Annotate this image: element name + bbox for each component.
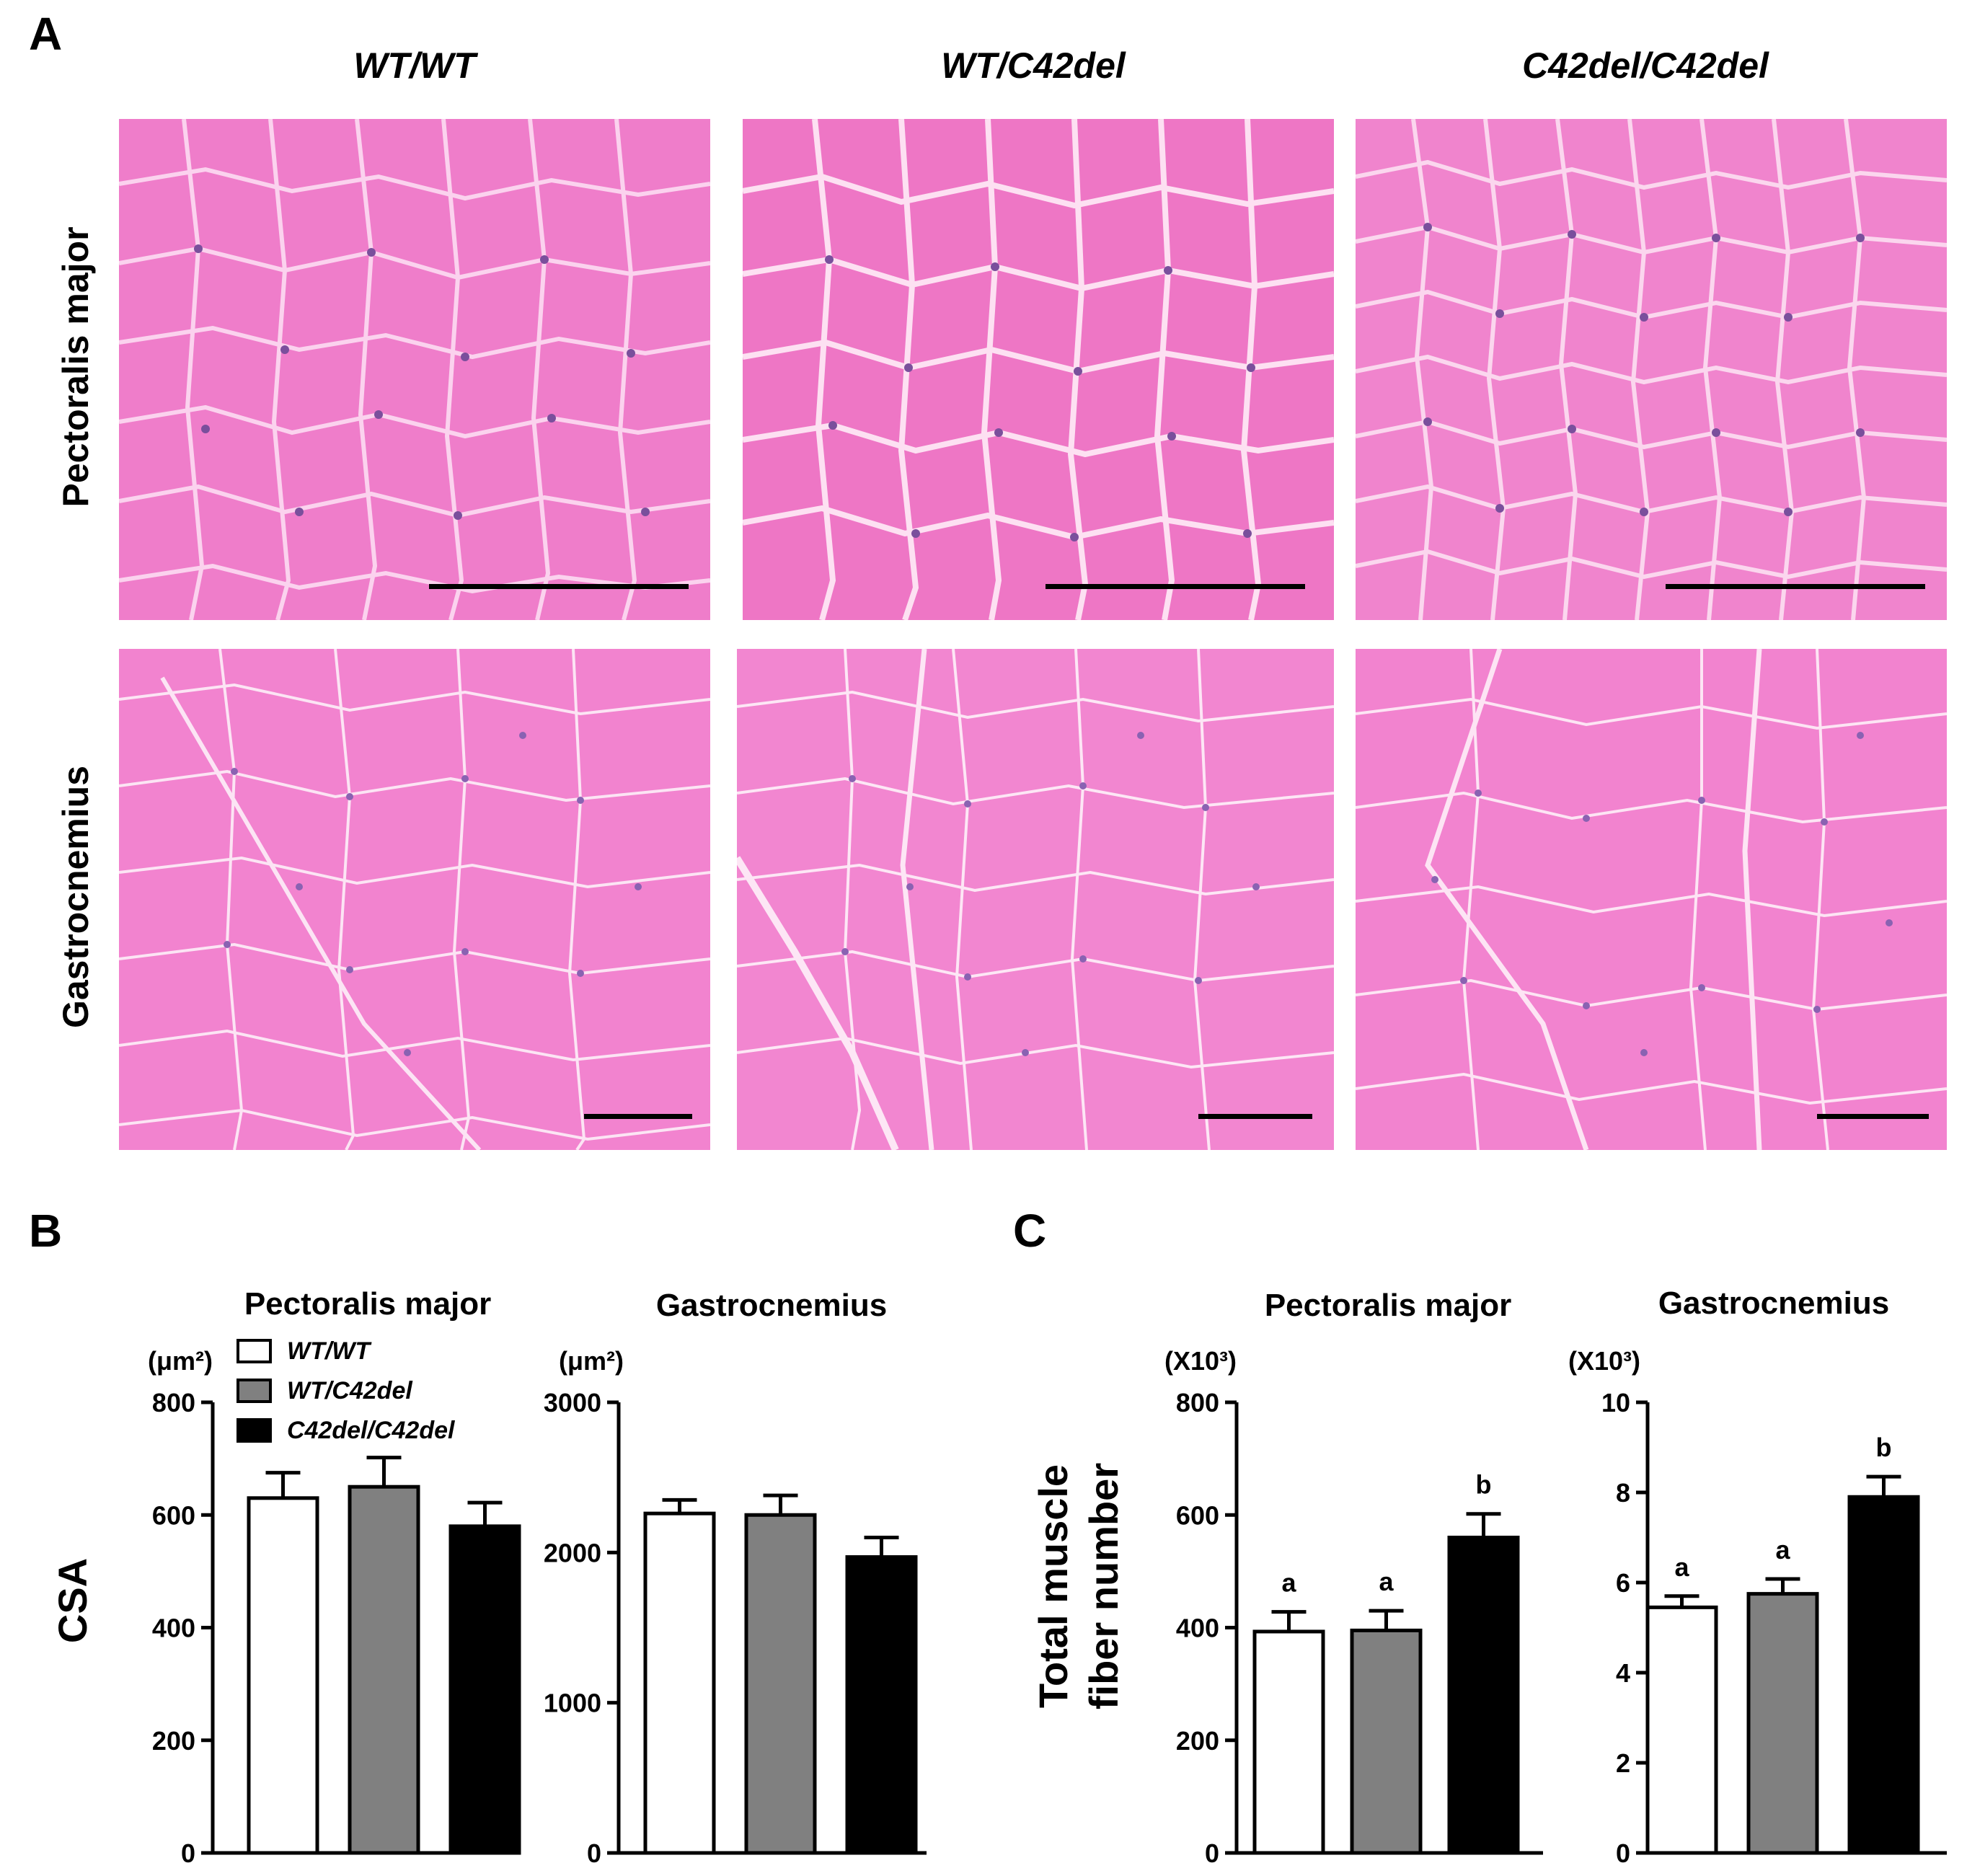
legend-label: C42del/C42del <box>287 1417 456 1444</box>
bar <box>448 1524 521 1855</box>
legend-label: WT/WT <box>287 1337 372 1365</box>
bar <box>1447 1536 1520 1855</box>
y-tick-label: 2000 <box>544 1538 601 1567</box>
bar <box>1350 1628 1423 1855</box>
axis-unit: (X10³) <box>1164 1346 1237 1376</box>
y-tick-label: 3000 <box>544 1388 601 1417</box>
legend-swatch <box>237 1379 272 1403</box>
micrograph-gastrocnemius-wt-c42del <box>737 649 1334 1150</box>
bar <box>845 1555 918 1855</box>
axis-unit: (X10³) <box>1568 1346 1640 1376</box>
micrograph-pectoralis-wt-c42del <box>743 119 1334 620</box>
y-tick-label: 0 <box>587 1839 601 1868</box>
axis-unit: (μm²) <box>148 1346 213 1376</box>
legend-swatch <box>237 1418 272 1443</box>
y-tick-label: 0 <box>181 1839 195 1868</box>
column-heading-wt-wt: WT/WT <box>353 45 476 86</box>
axis-unit: (μm²) <box>559 1346 624 1376</box>
y-tick-label: 10 <box>1601 1388 1630 1417</box>
micrograph-gastrocnemius-c42del-c42del <box>1356 649 1947 1150</box>
bar <box>1746 1592 1819 1855</box>
chart-title: Gastrocnemius <box>1658 1286 1889 1321</box>
y-tick-label: 200 <box>152 1726 195 1756</box>
bar <box>247 1496 319 1855</box>
y-tick-label: 8 <box>1616 1478 1630 1508</box>
bar <box>348 1485 420 1855</box>
micrograph-pectoralis-wt-wt <box>119 119 710 620</box>
bar <box>643 1511 716 1855</box>
y-tick-label: 0 <box>1616 1839 1630 1868</box>
y-tick-label: 400 <box>1176 1614 1219 1643</box>
y-tick-label: 6 <box>1616 1568 1630 1598</box>
significance-letter: b <box>1876 1433 1892 1462</box>
legend-label: WT/C42del <box>287 1377 413 1404</box>
bar <box>1847 1495 1920 1855</box>
column-heading-wt-c42del: WT/C42del <box>941 45 1126 86</box>
bar <box>1252 1629 1325 1855</box>
y-tick-label: 800 <box>152 1388 195 1417</box>
chart-title: Gastrocnemius <box>656 1288 887 1323</box>
y-tick-label: 600 <box>1176 1500 1219 1530</box>
y-tick-label: 600 <box>152 1500 195 1530</box>
panel-label-b: B <box>29 1205 63 1257</box>
micrograph-gastrocnemius-wt-wt <box>119 649 710 1150</box>
legend-swatch <box>237 1339 272 1363</box>
significance-letter: a <box>1775 1535 1790 1565</box>
panel-label-a: A <box>29 8 63 60</box>
column-heading-c42del-c42del: C42del/C42del <box>1522 45 1769 86</box>
significance-letter: a <box>1281 1568 1296 1598</box>
y-tick-label: 2 <box>1616 1748 1630 1778</box>
bar <box>744 1513 817 1855</box>
chart-title: Pectoralis major <box>1265 1288 1511 1323</box>
bar <box>1645 1605 1718 1855</box>
y-tick-label: 800 <box>1176 1388 1219 1417</box>
y-tick-label: 400 <box>152 1614 195 1643</box>
significance-letter: b <box>1476 1470 1492 1500</box>
y-tick-label: 1000 <box>544 1689 601 1718</box>
micrograph-pectoralis-c42del-c42del <box>1356 119 1947 620</box>
panel-label-c: C <box>1013 1205 1047 1257</box>
significance-letter: a <box>1379 1567 1394 1596</box>
significance-letter: a <box>1674 1552 1689 1582</box>
chart-title: Pectoralis major <box>244 1286 491 1322</box>
y-tick-label: 200 <box>1176 1726 1219 1756</box>
y-tick-label: 0 <box>1205 1839 1219 1868</box>
y-tick-label: 4 <box>1616 1658 1630 1688</box>
